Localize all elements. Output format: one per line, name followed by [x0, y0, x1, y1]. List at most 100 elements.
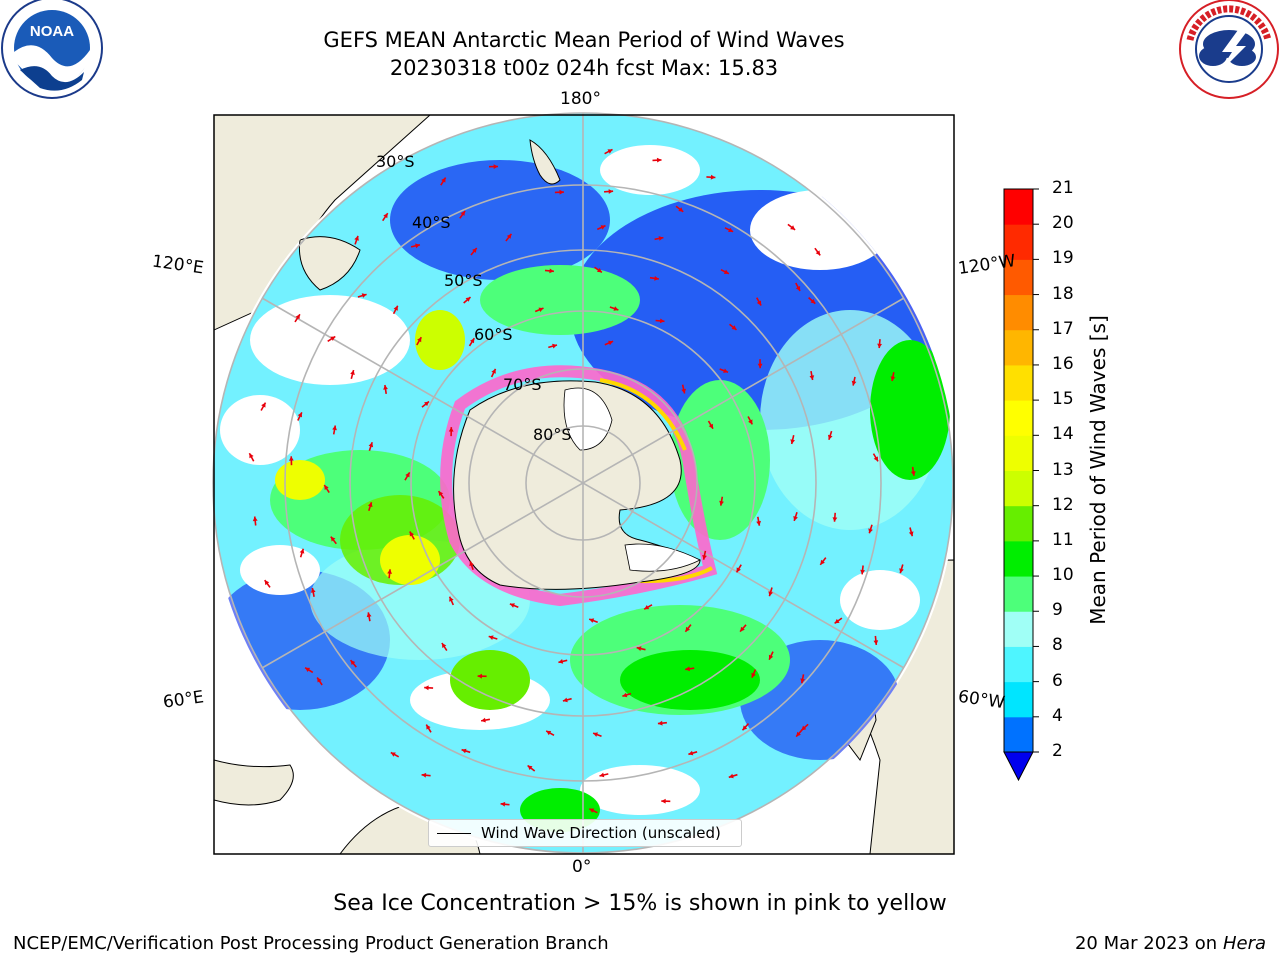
wave-arrow-head — [368, 442, 374, 448]
wave-arrow-head — [488, 635, 494, 640]
colorbar-tick-label: 18 — [1052, 283, 1074, 304]
wave-arrow-head — [731, 325, 737, 330]
wave-arrow-head — [367, 502, 373, 508]
wave-arrow-head — [470, 338, 475, 344]
wave-arrow-head — [589, 808, 595, 813]
map-frame — [210, 110, 956, 856]
colorbar-tick-label: 15 — [1052, 389, 1074, 410]
graticule — [212, 112, 954, 854]
wave-arrow-head — [723, 368, 728, 373]
wave-arrow-head — [558, 659, 564, 664]
wave-arrow-head — [330, 536, 336, 542]
colorbar-segment — [1004, 189, 1033, 225]
colorbar-tick-label: 4 — [1052, 705, 1063, 726]
wave-arrow-head — [796, 731, 801, 737]
wave-arrow-head — [654, 276, 659, 281]
wave-arrow-head — [589, 618, 595, 623]
colorbar-tick-label: 9 — [1052, 600, 1063, 621]
wave-arrow-head — [685, 626, 690, 632]
wave-arrow-head — [908, 531, 914, 537]
wave-arrow-head — [728, 227, 734, 232]
colorbar-tick-label: 6 — [1052, 670, 1063, 691]
colorbar-segment — [1004, 716, 1033, 753]
wave-arrow-head — [310, 588, 316, 593]
wave-arrow-head — [299, 548, 305, 554]
colorbar-label: Mean Period of Wind Waves [s] — [1086, 315, 1110, 625]
wave-arrow-head — [742, 725, 748, 731]
wave-arrow-head — [500, 801, 506, 807]
wave-arrow-head — [656, 157, 662, 163]
wave-arrow-head — [330, 336, 336, 341]
wave-arrow-head — [828, 434, 833, 440]
wave-arrow-head — [538, 307, 544, 312]
land-corner-bottomleft — [214, 759, 294, 806]
wave-arrow-head — [600, 225, 606, 230]
wave-arrow-head — [481, 717, 486, 723]
wave-arrow-head — [756, 520, 761, 526]
lat-label-80s: 80°S — [533, 425, 572, 444]
colorbar-tick-label: 8 — [1052, 635, 1063, 656]
wave-arrow-head — [688, 750, 694, 756]
wave-arrow-head — [728, 773, 734, 779]
colorbar-segment — [1004, 470, 1033, 507]
colorbar-tick-label: 12 — [1052, 494, 1074, 515]
wave-arrow-head — [657, 720, 663, 726]
legend-line-sample — [437, 832, 471, 834]
wave-arrow-head — [608, 189, 614, 194]
wave-arrow-head — [873, 456, 878, 462]
wave-arrow-head — [607, 149, 613, 154]
footer-date: 20 Mar 2023 on Hera — [1075, 933, 1266, 954]
wave-arrow-head — [851, 380, 857, 386]
colorbar-segment — [1004, 435, 1033, 471]
wave-arrow-head — [685, 666, 690, 672]
wave-arrow-head — [790, 439, 795, 444]
nws-logo — [1179, 0, 1279, 99]
wave-arrow-head — [800, 678, 805, 684]
wave-arrow-head — [424, 685, 429, 691]
wave-arrow-head — [868, 528, 873, 534]
lat-label-60s: 60°S — [474, 325, 513, 344]
wave-arrow-head — [509, 603, 515, 608]
footer-credit: NCEP/EMC/Verification Post Processing Pr… — [13, 933, 609, 954]
land-new-zealand — [529, 139, 561, 185]
wave-arrow-head — [264, 580, 270, 586]
wave-arrow-head — [415, 243, 420, 249]
wave-arrow-head — [768, 591, 773, 597]
wave-arrow-head — [820, 559, 825, 565]
wave-arrow-head — [613, 306, 619, 311]
wave-arrow-head — [332, 425, 337, 431]
wave-arrow-head — [597, 267, 602, 273]
colorbar-tick-label: 16 — [1052, 353, 1074, 374]
wave-arrow-head — [751, 672, 756, 678]
wave-arrow-head — [681, 388, 686, 394]
wave-arrow-head — [549, 268, 554, 274]
wave-arrow-head — [261, 402, 266, 408]
wave-arrow-head — [477, 673, 482, 679]
wave-arrow-head — [608, 340, 614, 346]
wave-arrow-head — [546, 730, 552, 736]
wave-arrow-head — [834, 618, 840, 624]
wave-arrow-head — [678, 207, 684, 212]
wave-arrow-head — [417, 337, 422, 343]
colorbar-segment — [1004, 400, 1033, 436]
wave-arrow-head — [461, 748, 467, 754]
colorbar-tick-label: 14 — [1052, 424, 1074, 445]
legend-label: Wind Wave Direction (unscaled) — [481, 824, 721, 842]
wave-arrow-head — [252, 516, 258, 522]
colorbar-segment — [1004, 611, 1033, 647]
footer-date-text: 20 Mar 2023 on — [1074, 933, 1218, 954]
wave-arrow-head — [562, 697, 568, 703]
colorbar-tick-label: 13 — [1052, 459, 1074, 480]
wave-arrow-head — [748, 419, 753, 425]
wave-arrow-head — [622, 692, 628, 698]
wave-arrow-head — [390, 752, 396, 757]
wave-arrow-head — [354, 235, 359, 241]
wave-arrow-head — [801, 725, 807, 731]
wave-arrow-head — [790, 225, 796, 230]
lat-label-70s: 70°S — [503, 375, 542, 394]
wave-arrow-head — [289, 456, 294, 461]
chart-subtitle-run: 20230318 t00z 024h fcst Max: 15.83 — [389, 56, 779, 80]
colorbar-under-extension — [1003, 751, 1034, 782]
wave-arrow-head — [832, 517, 838, 522]
colorbar — [1003, 188, 1039, 782]
